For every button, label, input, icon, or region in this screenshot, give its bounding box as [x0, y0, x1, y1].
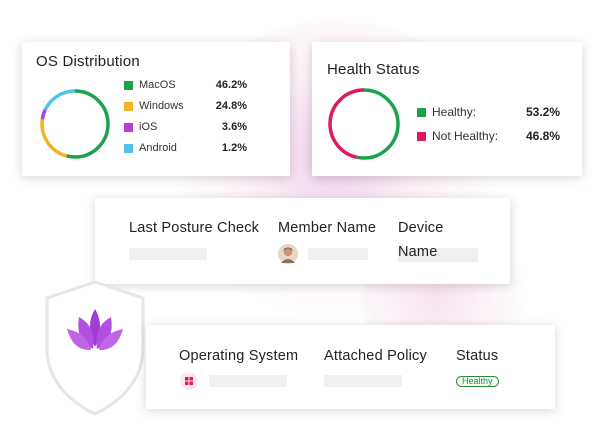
donut-segment-not-healthy: [328, 88, 400, 160]
health-status-card: Health Status Healthy: 53.2% Not Healthy…: [312, 42, 582, 176]
legend-value: 46.2%: [215, 79, 247, 91]
legend-value: 3.6%: [221, 121, 247, 133]
legend-swatch: [417, 131, 426, 141]
column-header-member-name: Member Name: [278, 220, 377, 236]
legend-label: MacOS: [139, 79, 176, 91]
legend-label: Healthy:: [432, 105, 477, 119]
placeholder-last-posture-check: [129, 248, 207, 260]
os-donut-chart: [40, 89, 110, 159]
legend-value: 1.2%: [221, 142, 247, 154]
os-distribution-card: OS Distribution MacOS 46.2% Windows 24.8…: [22, 42, 290, 176]
legend-item-windows: Windows: [124, 100, 184, 112]
column-header-last-posture-check: Last Posture Check: [129, 220, 260, 236]
column-header-device: Device: [398, 220, 444, 236]
posture-table-card: Last Posture Check Member Name Device Na…: [95, 198, 510, 284]
device-name-label: Name: [398, 244, 438, 260]
lotus-logo-icon: [67, 309, 123, 351]
column-header-attached-policy: Attached Policy: [324, 348, 427, 364]
legend-label: Not Healthy:: [432, 129, 499, 143]
donut-segment-android: [40, 89, 110, 159]
legend-swatch: [124, 122, 133, 132]
shield-icon: [45, 280, 145, 416]
legend-label: Android: [139, 142, 177, 154]
placeholder-member-name: [308, 248, 368, 260]
avatar: [278, 244, 298, 264]
placeholder-device-name: [398, 248, 478, 262]
legend-value: 24.8%: [215, 100, 247, 112]
status-badge: Healthy: [456, 376, 499, 387]
legend-swatch: [124, 101, 133, 111]
legend-item-healthy: Healthy:: [417, 105, 476, 119]
windows-icon: [180, 372, 198, 390]
health-status-title: Health Status: [327, 61, 420, 78]
os-distribution-title: OS Distribution: [36, 53, 140, 70]
legend-value: 53.2%: [525, 105, 560, 119]
legend-item-ios: iOS: [124, 121, 157, 133]
legend-label: Windows: [139, 100, 184, 112]
legend-label: iOS: [139, 121, 158, 133]
legend-item-not-healthy: Not Healthy:: [417, 129, 498, 143]
placeholder-operating-system: [209, 375, 287, 387]
policy-table-card: Operating System Attached Policy Status …: [146, 325, 555, 409]
health-donut-chart: [328, 88, 400, 160]
legend-swatch: [124, 80, 133, 90]
legend-swatch: [124, 143, 133, 153]
column-header-status: Status: [456, 348, 499, 364]
legend-item-android: Android: [124, 142, 177, 154]
legend-value: 46.8%: [525, 129, 560, 143]
legend-swatch: [417, 107, 426, 117]
column-header-operating-system: Operating System: [179, 348, 299, 364]
placeholder-attached-policy: [324, 375, 402, 387]
legend-item-macos: MacOS: [124, 79, 176, 91]
donut-segment-windows: [40, 89, 110, 159]
